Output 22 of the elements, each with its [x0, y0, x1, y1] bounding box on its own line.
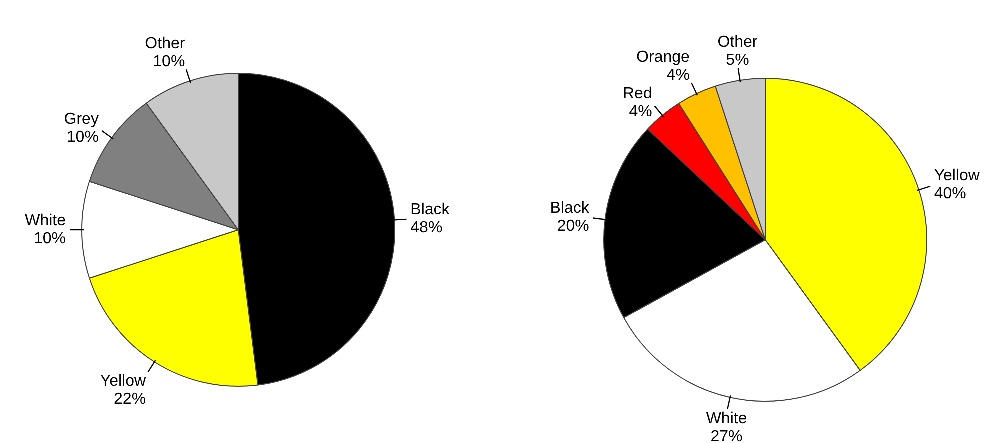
slice-label: Grey — [64, 111, 99, 128]
data-label: 22% — [114, 391, 146, 408]
slice-label: White — [706, 410, 748, 428]
data-label: 27% — [710, 428, 743, 443]
slice-label: Yellow — [100, 373, 147, 390]
data-label: 4% — [666, 66, 690, 84]
data-label: 4% — [629, 104, 652, 121]
slice-label: Other — [718, 34, 758, 52]
slice-label: White — [25, 212, 66, 230]
slice-label: Yellow — [934, 168, 980, 185]
slice-label: Red — [623, 86, 652, 103]
data-label: 5% — [726, 52, 750, 70]
data-label: 10% — [66, 129, 99, 146]
data-label: 48% — [410, 220, 443, 237]
data-label: 10% — [34, 230, 66, 248]
slice-label: Orange — [636, 48, 690, 66]
data-label: 40% — [934, 186, 966, 203]
data-label: 10% — [153, 53, 186, 70]
data-label: 20% — [557, 218, 590, 236]
slice-label: Black — [410, 202, 451, 219]
slice-label: Other — [145, 35, 186, 52]
slice-label: Black — [550, 200, 590, 218]
